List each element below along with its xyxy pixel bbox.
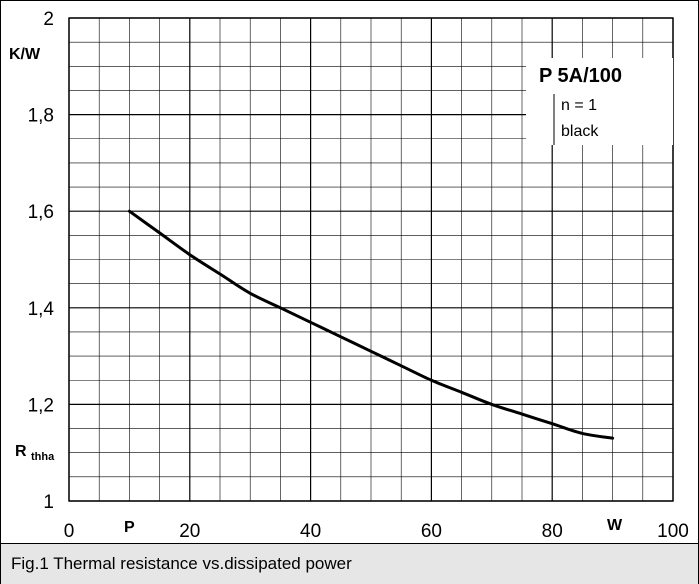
legend-line-color: black	[561, 123, 599, 140]
y-tick-label: 1,6	[28, 202, 54, 223]
series-layer	[127, 209, 615, 440]
y-unit-label: K/W	[9, 46, 41, 63]
x-tick-label: 80	[542, 521, 563, 542]
x-tick-label: 60	[421, 521, 442, 542]
legend-title: P 5A/100	[539, 65, 622, 87]
figure-caption: Fig.1 Thermal resistance vs.dissipated p…	[11, 554, 352, 573]
y-tick-label: 2	[43, 9, 54, 30]
x-axis-label: P	[124, 519, 135, 536]
y-tick-label: 1,8	[28, 106, 54, 127]
y-axis-label-main: R	[15, 443, 27, 460]
x-unit-label: W	[607, 517, 623, 534]
y-axis-label-sub: thha	[31, 451, 55, 463]
y-tick-labels: 1 1,2 1,4 1,6 1,8 2	[28, 9, 55, 513]
y-tick-label: 1,4	[28, 299, 55, 320]
x-tick-label: 100	[657, 521, 689, 542]
legend-box	[526, 58, 673, 145]
caption-bar: Fig.1 Thermal resistance vs.dissipated p…	[1, 543, 698, 584]
legend-line-n: n = 1	[561, 97, 597, 114]
y-tick-label: 1,2	[28, 395, 54, 416]
x-tick-labels: 0 20 40 60 80 100	[64, 521, 689, 542]
x-tick-label: 40	[300, 521, 321, 542]
y-axis-label: R thha	[15, 443, 55, 463]
x-tick-label: 20	[179, 521, 200, 542]
x-tick-label: 0	[64, 521, 75, 542]
chart: 1 1,2 1,4 1,6 1,8 2 0 20 40 60 80 100 K/W R thha P…	[9, 9, 689, 542]
plot-border	[68, 17, 674, 502]
y-tick-label: 1	[43, 492, 54, 513]
series-line	[127, 209, 615, 440]
